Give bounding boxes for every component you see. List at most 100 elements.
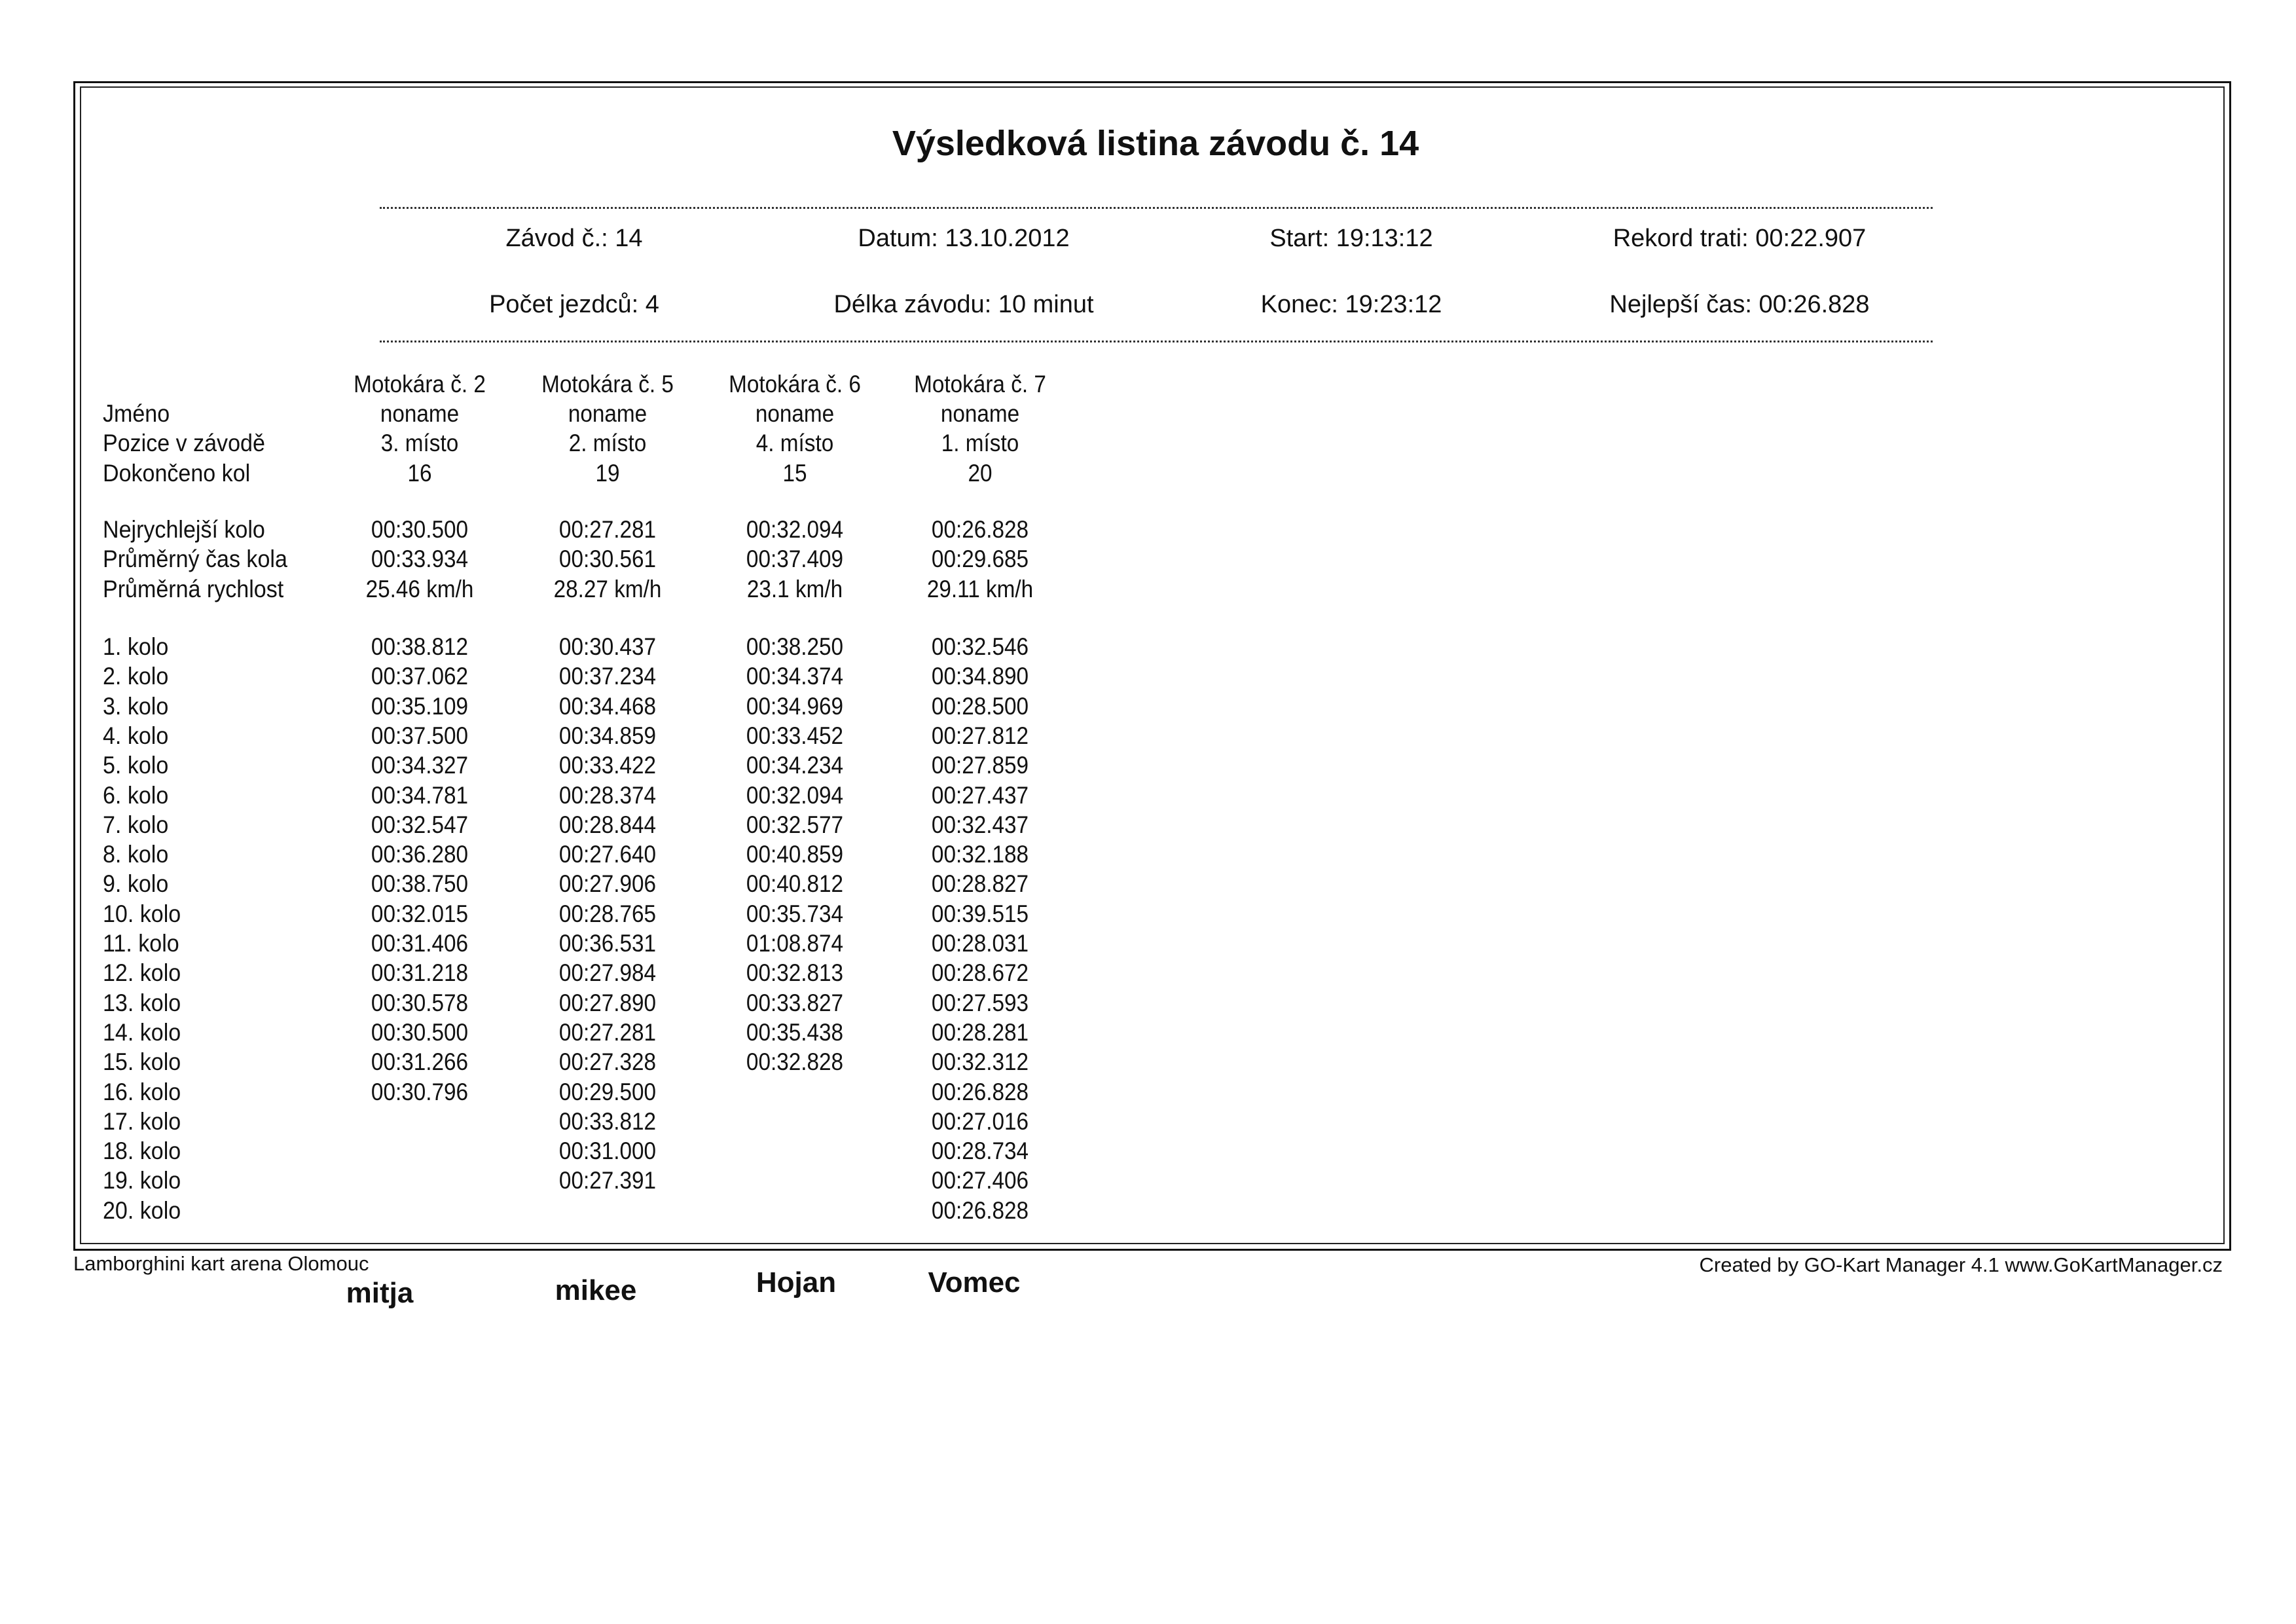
table-cell: 00:34.468 — [558, 692, 657, 720]
table-cell: 00:27.593 — [931, 989, 1029, 1016]
table-cell: 00:32.015 — [371, 900, 469, 927]
row-label: 5. kolo — [103, 752, 169, 779]
column-header-kart: Motokára č. 7 — [914, 371, 1046, 397]
row-label: 11. kolo — [103, 930, 179, 957]
table-cell: 00:27.812 — [931, 722, 1029, 749]
table-cell: 00:32.813 — [746, 959, 844, 987]
table-cell: 00:26.828 — [931, 516, 1029, 543]
race-info-field: Start: 19:13:12 — [1269, 225, 1433, 252]
driver-name-note: Hojan — [756, 1266, 837, 1299]
table-cell: 00:33.422 — [558, 752, 657, 779]
table-cell: 29.11 km/h — [926, 575, 1034, 602]
table-cell: 00:30.561 — [558, 545, 657, 573]
table-cell: 20 — [968, 459, 993, 487]
table-cell: 00:31.406 — [371, 930, 469, 957]
table-cell: 00:36.280 — [371, 841, 469, 868]
table-cell: 00:34.234 — [746, 752, 844, 779]
table-cell: 00:28.500 — [931, 692, 1029, 720]
table-cell: 00:28.734 — [931, 1137, 1029, 1165]
table-cell: 00:32.577 — [746, 811, 844, 838]
table-cell: 00:35.438 — [746, 1018, 844, 1046]
row-label: 14. kolo — [103, 1018, 181, 1046]
table-cell: 00:27.859 — [931, 752, 1029, 779]
table-cell: 00:38.750 — [371, 870, 469, 898]
table-cell: 00:28.374 — [558, 781, 657, 809]
table-cell: 00:30.500 — [371, 516, 469, 543]
table-cell: 00:29.685 — [931, 545, 1029, 573]
table-cell: 00:32.546 — [931, 633, 1029, 660]
table-cell: 00:34.890 — [931, 663, 1029, 690]
table-cell: 01:08.874 — [746, 930, 844, 957]
table-cell: 00:27.281 — [558, 516, 657, 543]
table-cell: 00:33.934 — [371, 545, 469, 573]
table-cell: 00:28.765 — [558, 900, 657, 927]
race-info-field: Rekord trati: 00:22.907 — [1613, 225, 1867, 252]
table-cell: 19 — [595, 459, 620, 487]
table-cell: 3. místo — [380, 430, 459, 457]
table-cell: 00:26.828 — [931, 1196, 1029, 1224]
race-info-field: Konec: 19:23:12 — [1260, 291, 1442, 318]
table-cell: 00:32.094 — [746, 516, 844, 543]
table-cell: 00:30.796 — [371, 1078, 469, 1105]
table-cell: 00:27.640 — [558, 841, 657, 868]
table-cell: 00:32.094 — [746, 781, 844, 809]
table-cell: 00:32.547 — [371, 811, 469, 838]
table-cell: 00:37.409 — [746, 545, 844, 573]
row-label: 18. kolo — [103, 1137, 181, 1165]
table-cell: noname — [380, 400, 460, 427]
column-header-kart: Motokára č. 6 — [729, 371, 861, 397]
row-label: Pozice v závodě — [103, 430, 265, 457]
table-cell: 00:40.859 — [746, 841, 844, 868]
table-cell: 00:27.984 — [558, 959, 657, 987]
table-cell: 00:32.828 — [746, 1048, 844, 1076]
table-cell: 00:34.374 — [746, 663, 844, 690]
race-info-field: Datum: 13.10.2012 — [858, 225, 1070, 252]
table-cell: 00:34.859 — [558, 722, 657, 749]
table-cell: 00:27.890 — [558, 989, 657, 1016]
row-label: Průměrná rychlost — [103, 575, 284, 602]
page-border-inner — [80, 86, 2225, 1244]
row-label: 4. kolo — [103, 722, 169, 749]
row-label: Nejrychlejší kolo — [103, 516, 265, 543]
table-cell: 00:31.000 — [558, 1137, 657, 1165]
table-cell: 00:33.827 — [746, 989, 844, 1016]
table-cell: 00:31.218 — [371, 959, 469, 987]
table-cell: 16 — [407, 459, 432, 487]
table-cell: 1. místo — [941, 430, 1019, 457]
table-cell: noname — [568, 400, 647, 427]
row-label: 17. kolo — [103, 1107, 181, 1135]
table-cell: 00:33.812 — [558, 1107, 657, 1135]
table-cell: 00:28.844 — [558, 811, 657, 838]
table-cell: 00:27.016 — [931, 1107, 1029, 1135]
table-cell: 00:37.062 — [371, 663, 469, 690]
row-label: 7. kolo — [103, 811, 169, 838]
column-header-kart: Motokára č. 5 — [541, 371, 674, 397]
row-label: 9. kolo — [103, 870, 169, 898]
footer-venue: Lamborghini kart arena Olomouc — [73, 1252, 369, 1275]
table-cell: 00:31.266 — [371, 1048, 469, 1076]
row-label: 8. kolo — [103, 841, 169, 868]
table-cell: 00:27.406 — [931, 1167, 1029, 1194]
column-header-kart: Motokára č. 2 — [354, 371, 486, 397]
table-cell: 00:28.031 — [931, 930, 1029, 957]
row-label: Průměrný čas kola — [103, 545, 287, 573]
table-cell: 00:26.828 — [931, 1078, 1029, 1105]
row-label: 16. kolo — [103, 1078, 181, 1105]
table-cell: 00:38.812 — [371, 633, 469, 660]
table-cell: 00:32.312 — [931, 1048, 1029, 1076]
table-cell: 2. místo — [568, 430, 647, 457]
table-cell: 23.1 km/h — [746, 575, 843, 602]
table-cell: 00:27.328 — [558, 1048, 657, 1076]
table-cell: 4. místo — [756, 430, 834, 457]
table-cell: noname — [755, 400, 835, 427]
race-info-field: Nejlepší čas: 00:26.828 — [1609, 291, 1870, 318]
race-info-field: Závod č.: 14 — [505, 225, 643, 252]
driver-name-note: mikee — [555, 1274, 637, 1306]
table-cell: 00:34.327 — [371, 752, 469, 779]
table-cell: 00:32.188 — [931, 841, 1029, 868]
race-info-field: Délka závodu: 10 minut — [833, 291, 1094, 318]
table-cell: 00:32.437 — [931, 811, 1029, 838]
row-label: 13. kolo — [103, 989, 181, 1016]
table-cell: 00:33.452 — [746, 722, 844, 749]
table-cell: 00:34.969 — [746, 692, 844, 720]
